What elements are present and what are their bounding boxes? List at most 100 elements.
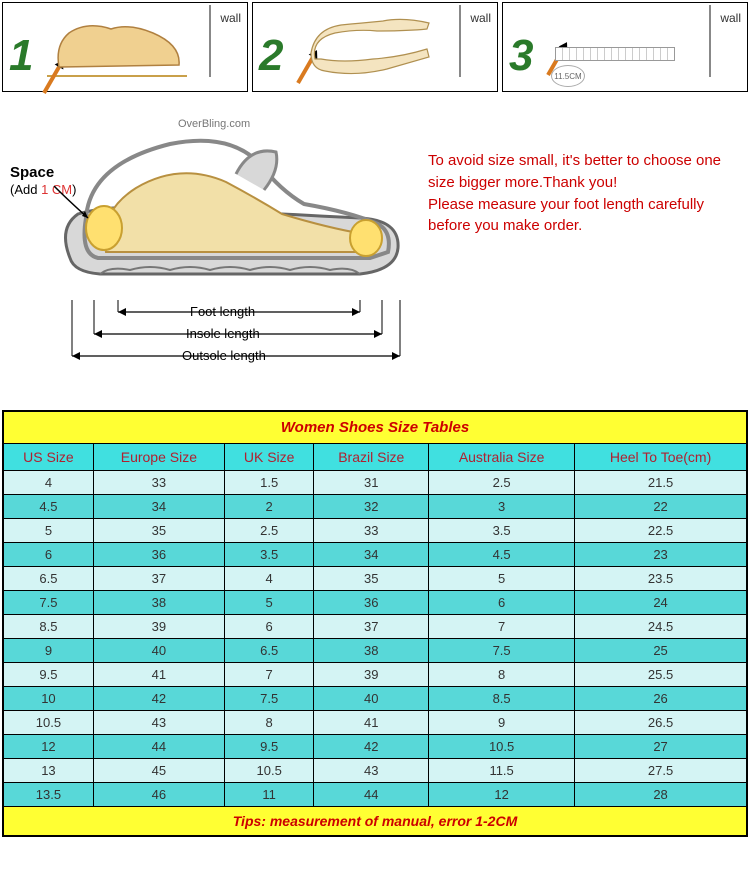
table-title: Women Shoes Size Tables bbox=[3, 411, 747, 444]
table-cell: 4 bbox=[224, 567, 314, 591]
table-cell: 2 bbox=[224, 495, 314, 519]
table-cell: 3.5 bbox=[224, 543, 314, 567]
table-cell: 12 bbox=[429, 783, 575, 807]
table-cell: 23 bbox=[575, 543, 747, 567]
table-cell: 24 bbox=[575, 591, 747, 615]
table-tips: Tips: measurement of manual, error 1-2CM bbox=[3, 807, 747, 837]
table-cell: 1.5 bbox=[224, 471, 314, 495]
table-cell: 39 bbox=[314, 663, 429, 687]
table-cell: 38 bbox=[93, 591, 224, 615]
table-row: 12449.54210.527 bbox=[3, 735, 747, 759]
wall-line bbox=[709, 5, 711, 77]
table-cell: 44 bbox=[314, 783, 429, 807]
step-number-3: 3 bbox=[509, 31, 533, 81]
table-cell: 40 bbox=[93, 639, 224, 663]
table-cell: 5 bbox=[429, 567, 575, 591]
table-cell: 9 bbox=[3, 639, 93, 663]
table-cell: 7 bbox=[224, 663, 314, 687]
table-cell: 7 bbox=[429, 615, 575, 639]
table-cell: 42 bbox=[314, 735, 429, 759]
foot-top-icon bbox=[307, 13, 433, 83]
measurement-circle: 11.5CM bbox=[551, 65, 585, 87]
table-tips-row: Tips: measurement of manual, error 1-2CM bbox=[3, 807, 747, 837]
advice-line-1: To avoid size small, it's better to choo… bbox=[428, 150, 728, 194]
table-row: 134510.54311.527.5 bbox=[3, 759, 747, 783]
table-cell: 45 bbox=[93, 759, 224, 783]
panel-2: 2 wall bbox=[252, 2, 498, 92]
table-cell: 22 bbox=[575, 495, 747, 519]
table-cell: 41 bbox=[93, 663, 224, 687]
table-cell: 4.5 bbox=[3, 495, 93, 519]
table-row: 5352.5333.522.5 bbox=[3, 519, 747, 543]
table-cell: 46 bbox=[93, 783, 224, 807]
table-cell: 39 bbox=[93, 615, 224, 639]
table-row: 8.539637724.5 bbox=[3, 615, 747, 639]
col-au: Australia Size bbox=[429, 444, 575, 471]
size-table: Women Shoes Size Tables US Size Europe S… bbox=[2, 410, 748, 837]
table-row: 4.534232322 bbox=[3, 495, 747, 519]
table-cell: 6.5 bbox=[224, 639, 314, 663]
table-cell: 2.5 bbox=[224, 519, 314, 543]
step-number-1: 1 bbox=[9, 31, 33, 81]
table-header-row: US Size Europe Size UK Size Brazil Size … bbox=[3, 444, 747, 471]
table-cell: 33 bbox=[314, 519, 429, 543]
step-number-2: 2 bbox=[259, 31, 283, 81]
col-heel: Heel To Toe(cm) bbox=[575, 444, 747, 471]
table-cell: 2.5 bbox=[429, 471, 575, 495]
shoe-cross-section-icon bbox=[50, 108, 410, 308]
table-cell: 11 bbox=[224, 783, 314, 807]
table-cell: 7.5 bbox=[3, 591, 93, 615]
table-cell: 41 bbox=[314, 711, 429, 735]
table-cell: 24.5 bbox=[575, 615, 747, 639]
table-cell: 6 bbox=[429, 591, 575, 615]
wall-label: wall bbox=[220, 11, 241, 25]
table-cell: 25.5 bbox=[575, 663, 747, 687]
table-cell: 35 bbox=[314, 567, 429, 591]
table-cell: 8.5 bbox=[3, 615, 93, 639]
foot-side-icon bbox=[53, 15, 183, 75]
advice-text: To avoid size small, it's better to choo… bbox=[410, 118, 740, 398]
middle-section: OverBling.com Space (Add 1 CM) bbox=[0, 94, 750, 408]
table-cell: 33 bbox=[93, 471, 224, 495]
col-us: US Size bbox=[3, 444, 93, 471]
table-cell: 34 bbox=[314, 543, 429, 567]
table-cell: 34 bbox=[93, 495, 224, 519]
table-cell: 5 bbox=[224, 591, 314, 615]
foot-length-label: Foot length bbox=[190, 304, 255, 319]
wall-label: wall bbox=[720, 11, 741, 25]
advice-line-2: Please measure your foot length carefull… bbox=[428, 194, 728, 238]
insole-length-label: Insole length bbox=[186, 326, 260, 341]
table-cell: 35 bbox=[93, 519, 224, 543]
outsole-length-label: Outsole length bbox=[182, 348, 266, 363]
wall-label: wall bbox=[470, 11, 491, 25]
table-cell: 13 bbox=[3, 759, 93, 783]
table-cell: 6 bbox=[3, 543, 93, 567]
table-cell: 12 bbox=[3, 735, 93, 759]
instruction-panels: 1 wall 2 wall 3 wall 11.5CM bbox=[0, 0, 750, 94]
table-title-row: Women Shoes Size Tables bbox=[3, 411, 747, 444]
table-cell: 37 bbox=[314, 615, 429, 639]
table-cell: 6.5 bbox=[3, 567, 93, 591]
table-cell: 8 bbox=[429, 663, 575, 687]
table-cell: 8 bbox=[224, 711, 314, 735]
table-cell: 27 bbox=[575, 735, 747, 759]
table-cell: 37 bbox=[93, 567, 224, 591]
table-cell: 9 bbox=[429, 711, 575, 735]
table-cell: 4.5 bbox=[429, 543, 575, 567]
table-cell: 27.5 bbox=[575, 759, 747, 783]
table-cell: 10.5 bbox=[3, 711, 93, 735]
table-row: 6363.5344.523 bbox=[3, 543, 747, 567]
table-cell: 6 bbox=[224, 615, 314, 639]
table-row: 10.543841926.5 bbox=[3, 711, 747, 735]
table-cell: 3.5 bbox=[429, 519, 575, 543]
table-cell: 10.5 bbox=[224, 759, 314, 783]
table-row: 7.538536624 bbox=[3, 591, 747, 615]
floor-line bbox=[47, 75, 187, 77]
table-row: 4331.5312.521.5 bbox=[3, 471, 747, 495]
table-cell: 5 bbox=[3, 519, 93, 543]
table-cell: 21.5 bbox=[575, 471, 747, 495]
table-cell: 26 bbox=[575, 687, 747, 711]
table-cell: 25 bbox=[575, 639, 747, 663]
table-cell: 22.5 bbox=[575, 519, 747, 543]
table-cell: 7.5 bbox=[224, 687, 314, 711]
